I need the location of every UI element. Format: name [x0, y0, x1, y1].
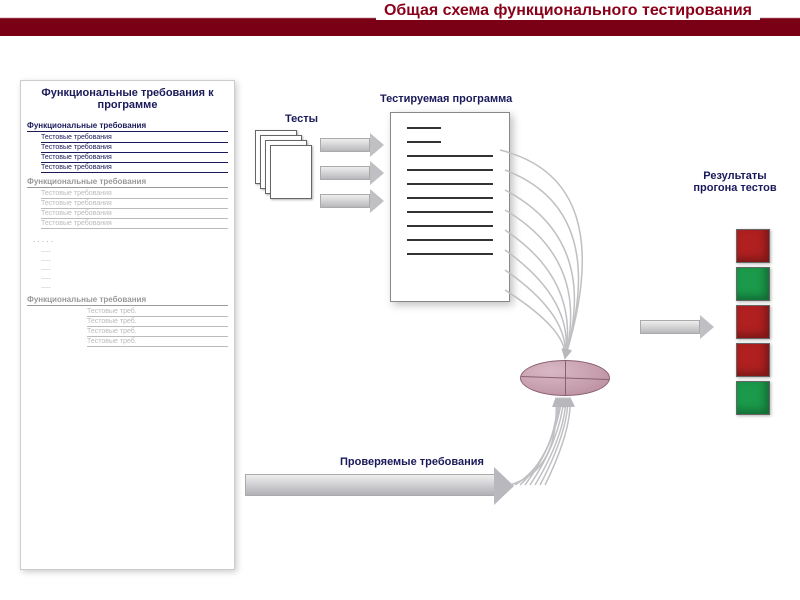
diagram-title: Общая схема функционального тестирования [384, 2, 752, 19]
title-bar: Общая схема функционального тестирования [0, 0, 800, 36]
results-label: Результаты прогона тестов [690, 170, 780, 194]
test-req-item: Тестовые требования [41, 190, 228, 199]
result-box [736, 305, 770, 339]
test-req-item: Тестовые требования [41, 154, 228, 163]
test-req-item: Тестовые треб. [87, 318, 228, 327]
functional-req-header: Функциональные требования [27, 177, 228, 188]
arrow-to-program [320, 194, 370, 208]
arrow-to-program [320, 166, 370, 180]
verified-label: Проверяемые требования [340, 456, 484, 468]
req-ellipsis: ..... [41, 255, 228, 264]
test-req-item: Тестовые требования [41, 134, 228, 143]
test-sheet [270, 145, 312, 199]
test-req-item: Тестовые требования [41, 210, 228, 219]
tests-stack [255, 130, 315, 200]
test-req-item: Тестовые треб. [87, 308, 228, 317]
requirements-panel: Функциональные требования к программе Фу… [20, 80, 235, 570]
tests-label: Тесты [285, 113, 318, 125]
result-box [736, 229, 770, 263]
req-ellipsis: ..... [41, 264, 228, 273]
result-box [736, 267, 770, 301]
results-column [728, 225, 778, 419]
program-document [390, 112, 510, 302]
test-req-item: Тестовые требования [41, 164, 228, 173]
arrow-to-program [320, 138, 370, 152]
test-req-item: Тестовые требования [41, 220, 228, 229]
test-req-item: Тестовые требования [41, 144, 228, 153]
comparison-disc [520, 360, 610, 396]
req-ellipsis: ..... [41, 273, 228, 282]
result-box [736, 381, 770, 415]
functional-req-header: Функциональные требования [27, 121, 228, 132]
requirements-list: Функциональные требования Тестовые требов… [21, 117, 234, 355]
group-ellipsis: . . . . . [27, 233, 228, 246]
requirements-title: Функциональные требования к программе [21, 81, 234, 117]
program-label: Тестируемая программа [380, 93, 512, 105]
functional-req-header: Функциональные требования [27, 295, 228, 306]
test-req-item: Тестовые треб. [87, 328, 228, 337]
verified-arrow [245, 474, 495, 496]
req-ellipsis: ..... [41, 246, 228, 255]
result-box [736, 343, 770, 377]
arrow-to-results [640, 320, 700, 334]
test-req-item: Тестовые требования [41, 200, 228, 209]
req-ellipsis: ..... [41, 282, 228, 291]
test-req-item: Тестовые треб. [87, 338, 228, 347]
